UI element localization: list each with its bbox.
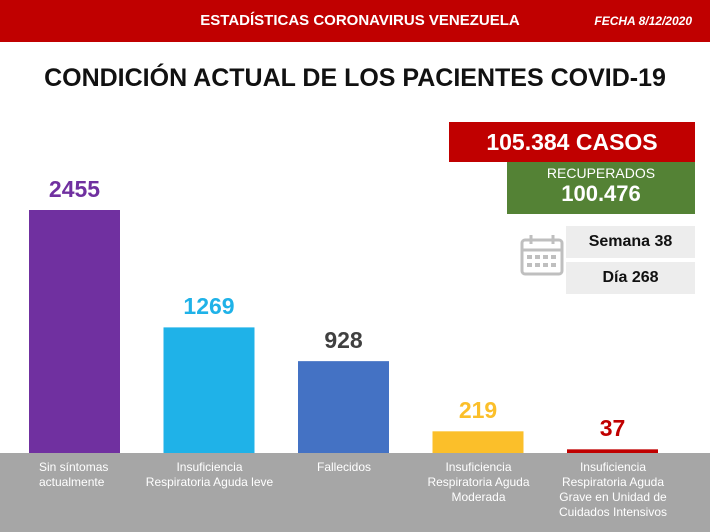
recovered-label: RECUPERADOS bbox=[546, 165, 656, 181]
x-tick-label: Insuficiencia Respiratoria Aguda Moderad… bbox=[427, 460, 530, 504]
value-label: 37 bbox=[599, 415, 626, 442]
calendar-icon bbox=[520, 235, 564, 276]
category-band bbox=[0, 453, 710, 532]
value-label: 219 bbox=[458, 397, 498, 424]
value-label: 928 bbox=[324, 327, 363, 354]
week-box: Semana 38 bbox=[566, 226, 695, 258]
cases-box: 105.384 CASOS bbox=[449, 122, 695, 162]
header-bar bbox=[0, 0, 710, 42]
bar bbox=[298, 361, 389, 453]
recovered-value: 100.476 bbox=[561, 181, 641, 206]
x-tick-label: Sin síntomas actualmente bbox=[39, 460, 109, 489]
header-title: ESTADÍSTICAS CORONAVIRUS VENEZUELA bbox=[200, 12, 520, 29]
value-label: 2455 bbox=[48, 176, 101, 202]
day-box: Día 268 bbox=[566, 262, 695, 294]
bar bbox=[567, 449, 658, 453]
value-label: 1269 bbox=[183, 293, 235, 320]
bar bbox=[432, 431, 524, 453]
header-date: FECHA 8/12/2020 bbox=[594, 14, 692, 28]
recovered-box: RECUPERADOS 100.476 bbox=[507, 162, 695, 214]
x-tick-label: Fallecidos bbox=[316, 460, 372, 474]
x-tick-label: Insuficiencia Respiratoria Aguda leve bbox=[145, 460, 274, 489]
chart-title: CONDICIÓN ACTUAL DE LOS PACIENTES COVID-… bbox=[44, 64, 666, 92]
bar bbox=[163, 327, 255, 453]
bar bbox=[29, 210, 120, 453]
x-tick-label: Insuficiencia Respiratoria Aguda Grave e… bbox=[558, 460, 668, 519]
